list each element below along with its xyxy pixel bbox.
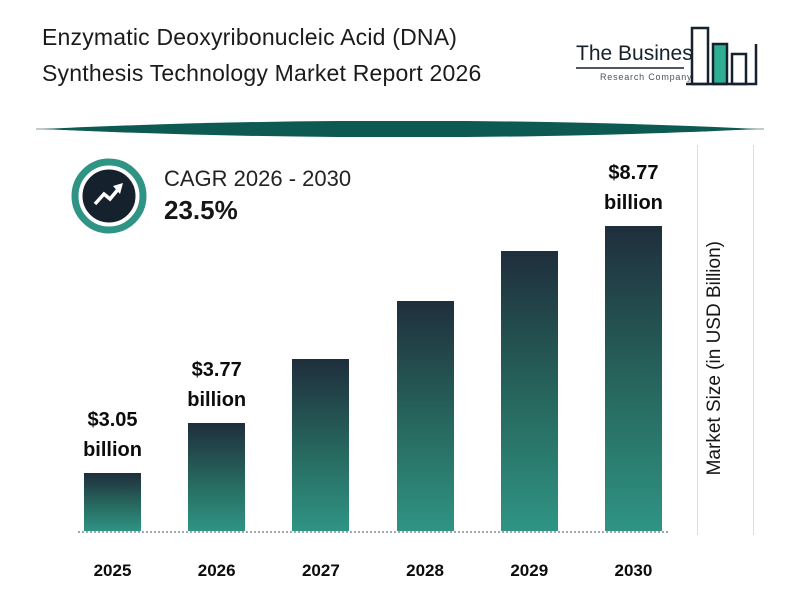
plot-area: $3.05 billion $3.77 billion $8.77 billion bbox=[78, 145, 668, 533]
cagr-callout: CAGR 2026 - 2030 23.5% bbox=[70, 157, 351, 235]
bar-column-2025: $3.05 billion bbox=[83, 405, 142, 531]
bar-column-2030: $8.77 billion bbox=[604, 158, 663, 531]
bar-value-label-2025: $3.05 billion bbox=[83, 409, 142, 461]
right-gridline-outer bbox=[753, 145, 754, 535]
bar-2026 bbox=[188, 423, 246, 531]
divider bbox=[0, 121, 800, 137]
ribbon-divider bbox=[36, 121, 764, 137]
bar-2030 bbox=[604, 226, 662, 531]
bar-value-label-2030: $8.77 billion bbox=[604, 162, 663, 214]
bar-column-2026: $3.77 billion bbox=[187, 355, 247, 531]
header: Enzymatic Deoxyribonucleic Acid (DNA) Sy… bbox=[0, 0, 800, 109]
x-tick-2028: 2028 bbox=[406, 561, 444, 580]
bar-2028 bbox=[396, 301, 454, 531]
bar-column-2029 bbox=[500, 243, 558, 531]
bar-2027 bbox=[292, 359, 350, 531]
x-axis: 2025 2026 2027 2028 2029 2030 bbox=[78, 561, 668, 581]
logo-text-line2: Research Company bbox=[600, 72, 692, 82]
bar-column-2027 bbox=[292, 351, 350, 531]
y-axis-title: Market Size (in USD Billion) bbox=[704, 241, 725, 476]
bar-2025 bbox=[84, 473, 141, 531]
page-title-line1: Enzymatic Deoxyribonucleic Acid (DNA) bbox=[42, 24, 458, 50]
logo-bars-icon bbox=[686, 26, 758, 86]
cagr-label: CAGR 2026 - 2030 bbox=[164, 166, 352, 191]
cagr-badge bbox=[71, 158, 147, 234]
company-logo: The Business Research Company bbox=[570, 22, 760, 109]
x-tick-2025: 2025 bbox=[93, 561, 132, 580]
trend-arrow-icon bbox=[93, 183, 123, 206]
logo-text-line1: The Business bbox=[576, 42, 703, 65]
bar-column-2028 bbox=[396, 293, 454, 531]
bars-container: $3.05 billion $3.77 billion $8.77 billion bbox=[78, 145, 668, 533]
page-title-line2: Synthesis Technology Market Report 2026 bbox=[42, 59, 482, 86]
right-gridline-inner bbox=[697, 145, 698, 535]
bar-2029 bbox=[500, 251, 558, 531]
bar-value-label-2026: $3.77 billion bbox=[187, 359, 247, 411]
cagr-value: 23.5% bbox=[164, 195, 238, 225]
x-tick-2030: 2030 bbox=[614, 561, 653, 580]
x-tick-2029: 2029 bbox=[510, 561, 549, 580]
x-tick-2026: 2026 bbox=[197, 561, 236, 580]
page-title: Enzymatic Deoxyribonucleic Acid (DNA) Sy… bbox=[42, 20, 482, 91]
logo-graphic: The Business Research Company bbox=[576, 26, 758, 86]
x-tick-2027: 2027 bbox=[301, 561, 340, 580]
market-size-bar-chart: CAGR 2026 - 2030 23.5% $3.05 billion $3.77… bbox=[50, 145, 760, 605]
